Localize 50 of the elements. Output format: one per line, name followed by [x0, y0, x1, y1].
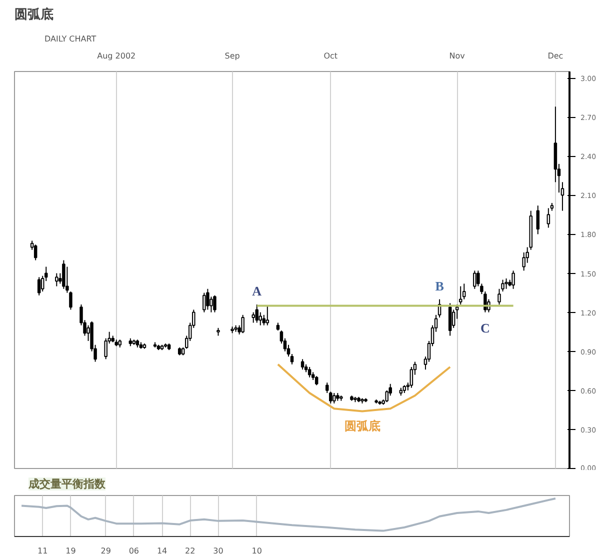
- annotation: A: [252, 283, 262, 298]
- x-tick-label: 10: [252, 546, 262, 556]
- x-tick-label: 22: [185, 546, 196, 556]
- candlestick: [498, 288, 501, 305]
- annotation: 圆弧底: [344, 419, 380, 434]
- candlestick: [536, 205, 540, 235]
- candlestick: [326, 382, 329, 394]
- candlestick: [202, 292, 206, 313]
- chart-title: 成交量平衡指数: [28, 478, 106, 490]
- candlestick: [546, 208, 550, 228]
- x-tick-label: 06: [128, 546, 140, 556]
- x-tick-label: 19: [66, 546, 76, 556]
- candlestick: [266, 305, 270, 326]
- candlestick: [332, 392, 336, 404]
- candlestick: [37, 276, 41, 296]
- x-tick-label: Sep: [224, 52, 240, 60]
- candlestick: [255, 304, 258, 324]
- candlestick: [473, 270, 476, 290]
- x-tick-label: Dec: [548, 52, 564, 60]
- annotation: C: [480, 320, 490, 336]
- candlestick: [329, 391, 332, 404]
- x-tick-label: Aug 2002: [97, 52, 136, 60]
- candlestick: [213, 294, 216, 313]
- candlestick: [210, 296, 213, 313]
- chart-title: 圆弧底: [14, 6, 54, 22]
- candlestick: [55, 272, 58, 287]
- x-tick-label: 14: [156, 546, 168, 556]
- x-tick-label: 30: [213, 546, 224, 556]
- candlestick: [300, 358, 304, 370]
- candlestick: [62, 260, 66, 290]
- x-tick-label: 29: [100, 546, 111, 556]
- x-tick-label: 11: [38, 546, 48, 556]
- candlestick: [206, 288, 210, 310]
- candlestick: [512, 270, 515, 290]
- candlestick: [448, 302, 452, 336]
- chart-subtitle: DAILY CHART: [44, 34, 96, 44]
- x-tick-label: Nov: [449, 52, 466, 60]
- candlestick: [308, 366, 312, 378]
- candlestick: [252, 312, 255, 324]
- candlestick: [458, 286, 462, 305]
- candlestick: [34, 244, 38, 261]
- candlestick: [501, 279, 504, 292]
- candlestick: [410, 366, 414, 388]
- candlestick: [504, 278, 508, 290]
- candlestick: [258, 312, 262, 326]
- annotation: B: [435, 278, 444, 294]
- candlestick: [241, 314, 244, 334]
- candlestick: [314, 376, 318, 386]
- line-series: [276, 363, 452, 412]
- x-tick-label: Oct: [324, 52, 338, 60]
